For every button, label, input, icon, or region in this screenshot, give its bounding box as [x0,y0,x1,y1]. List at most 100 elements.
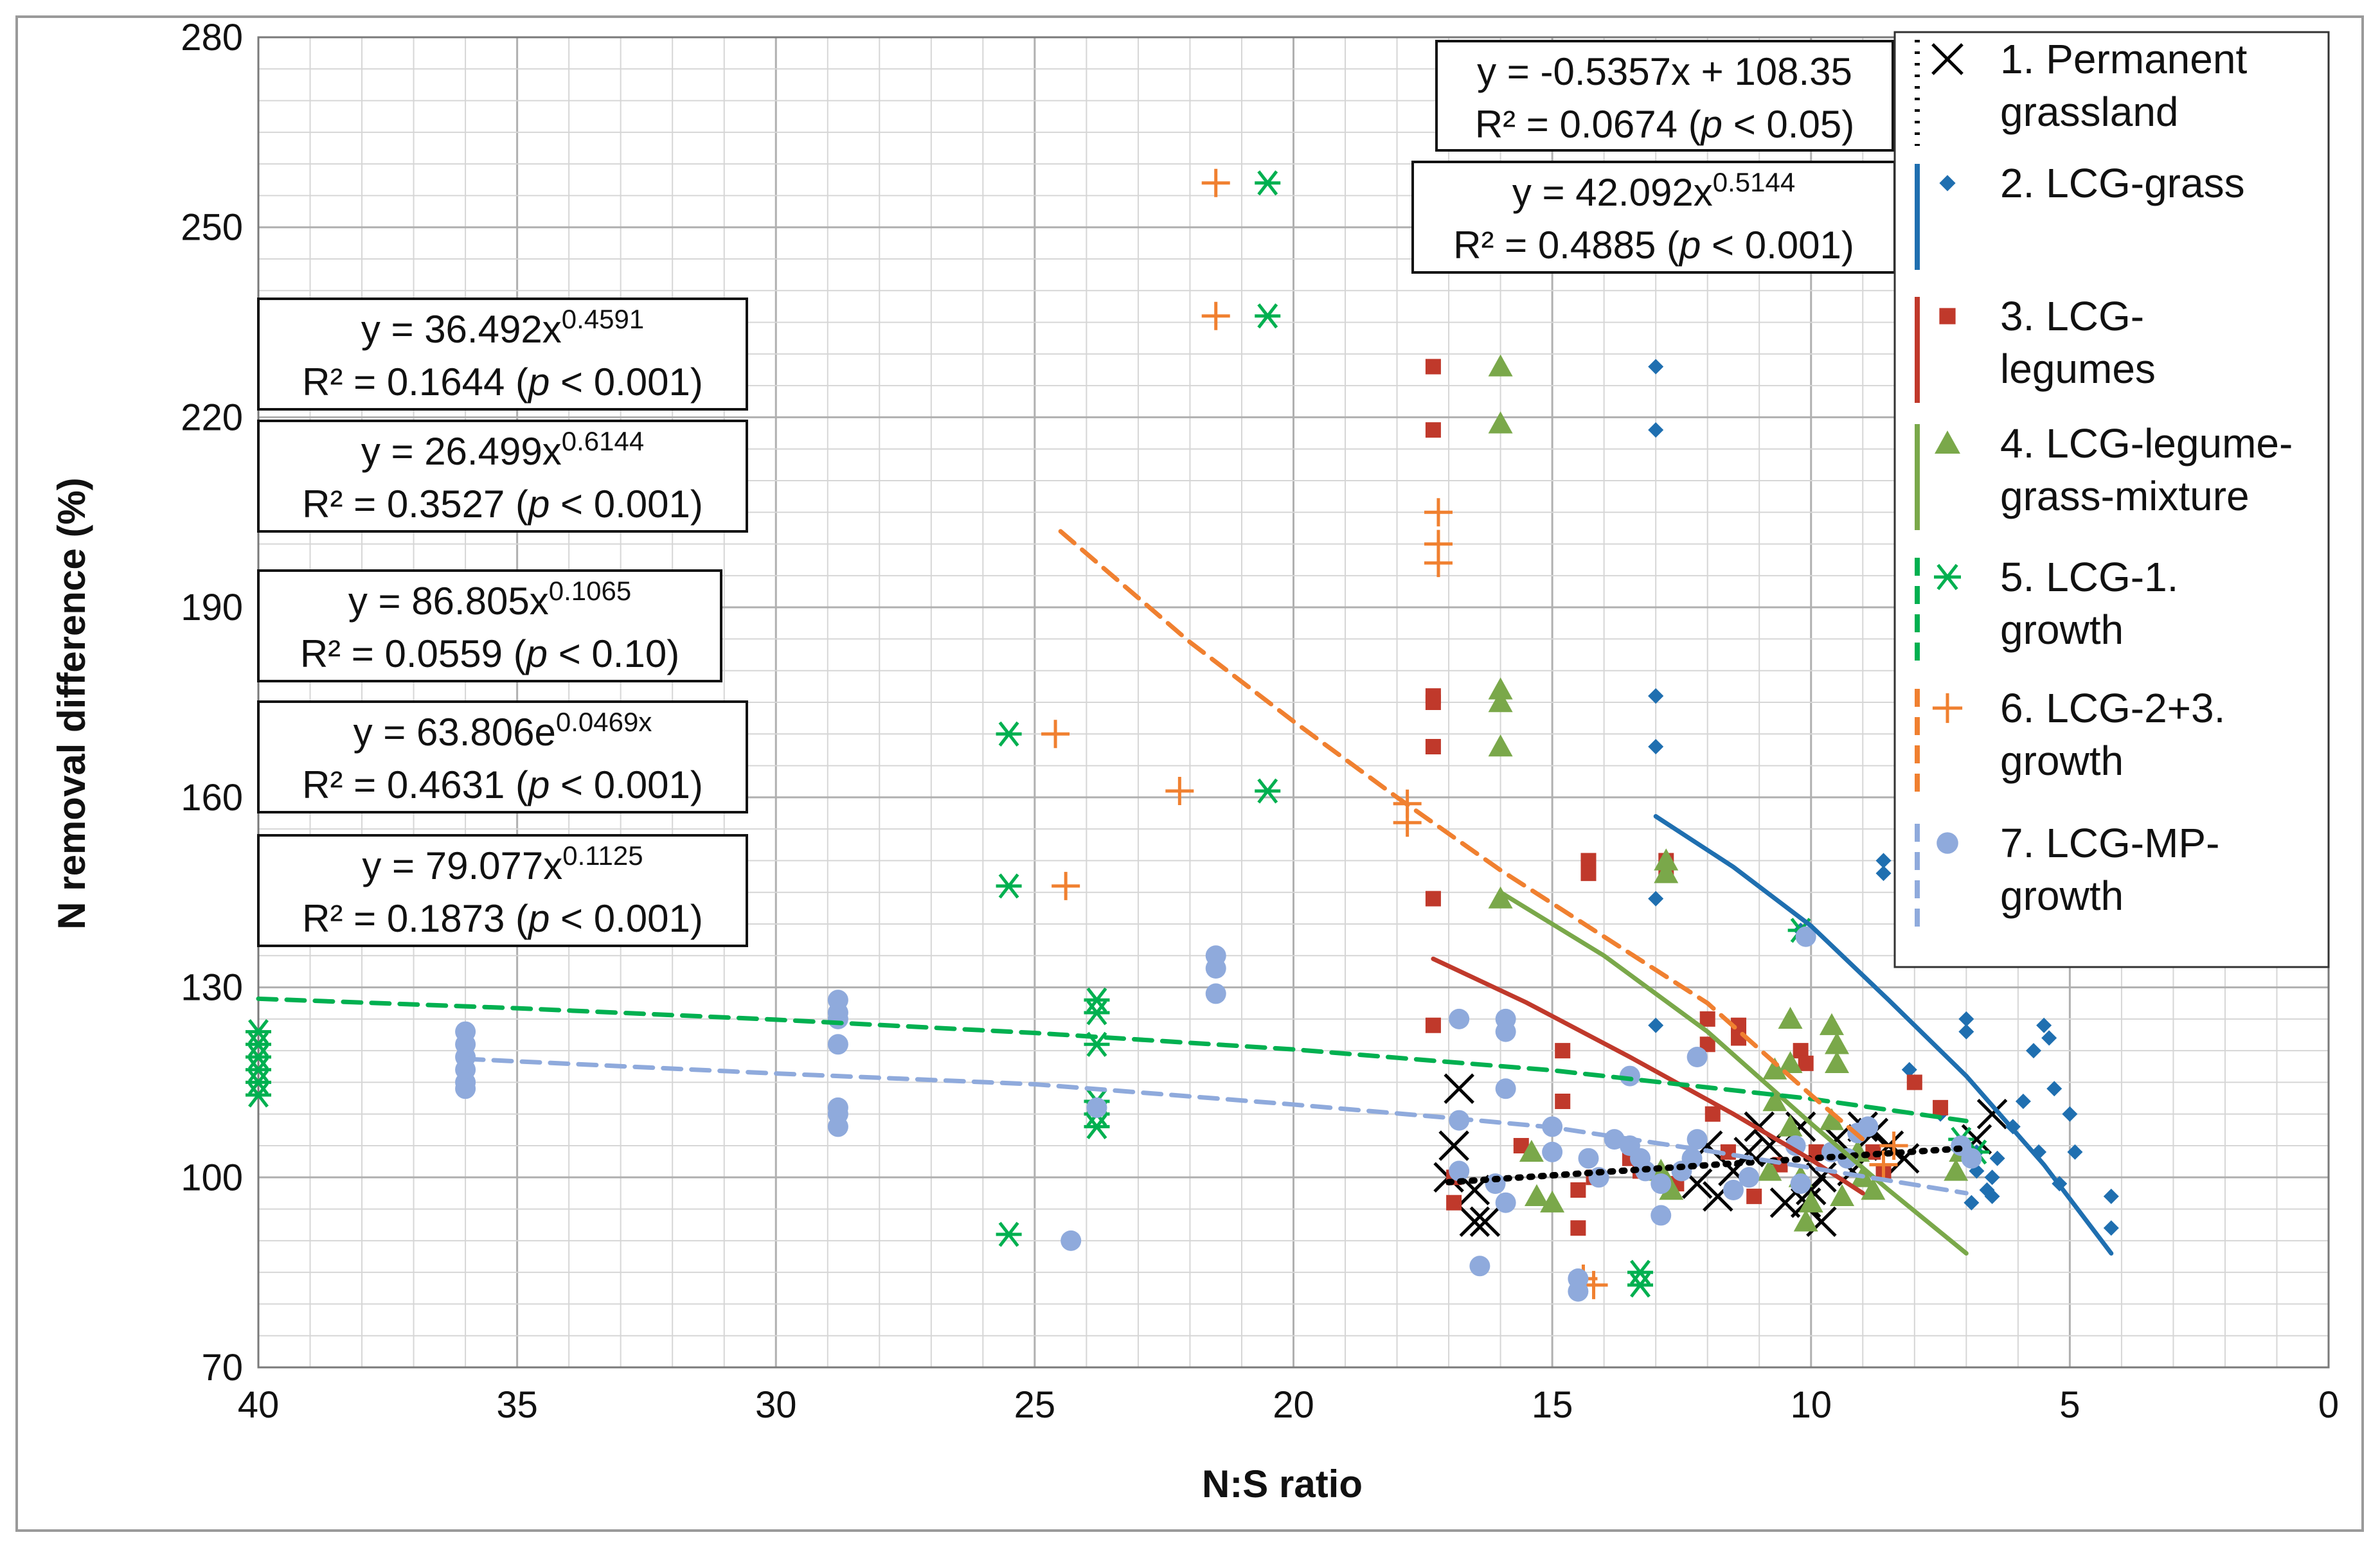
legend-label: 2. LCG-grass [2000,160,2245,206]
data-point [1739,1167,1760,1188]
data-point [1778,1114,1803,1137]
data-point [2026,1043,2042,1059]
data-point [1425,359,1441,375]
legend-marker [1935,431,1960,454]
data-point [1459,1206,1490,1238]
data-point [1488,734,1513,757]
equation-box [257,834,748,947]
x-tick-label: 35 [496,1384,538,1426]
legend: 1. Permanent grassland 2. LCG-grass 3. LCG-… [1893,31,2330,968]
legend-item-s7: 7. LCG-MP-growth [1915,820,2219,930]
data-point [1762,1089,1787,1112]
trendline-s5 [256,996,1969,1124]
data-point [1084,1000,1110,1026]
data-point [1469,1206,1501,1238]
data-point [1555,1094,1571,1109]
data-point [1627,1259,1654,1285]
data-point [1790,1173,1811,1195]
equation-line2: R² = 0.4631 (p < 0.001) [302,763,703,806]
y-axis-title: N removal difference (%) [50,477,93,930]
data-point [1570,1220,1586,1236]
legend-marker [1931,43,1964,75]
series-s3 [1425,359,1949,1236]
data-point [1425,739,1441,754]
data-point [1757,1159,1782,1181]
data-point [1393,808,1422,837]
data-point [1961,1148,1982,1169]
equation-line1: y = 63.806e0.0469x [353,707,652,754]
data-point [1648,688,1664,704]
data-point [1201,168,1230,197]
trendline-s1 [1445,1144,1970,1186]
x-tick-label: 10 [1790,1384,1832,1426]
data-point [246,1057,271,1083]
data-point [1424,498,1453,527]
data-point [1568,1268,1589,1289]
data-point [2103,1188,2119,1204]
data-point [1648,891,1664,907]
trendline-s7 [463,1056,1969,1196]
data-point [1619,1065,1640,1087]
legend-label: 6. LCG-2+3. [2000,685,2225,731]
y-tick-label: 190 [181,587,243,628]
axes: 40 35 30 25 20 15 10 5 0 70 100 130 160 190 220 250 280 [181,17,2339,1426]
equation-line1: y = 26.499x0.6144 [361,426,644,473]
data-point [246,1069,271,1095]
data-point [1495,1192,1516,1213]
data-point [1651,1173,1672,1195]
data-point [2062,1106,2078,1122]
data-point [1444,1073,1474,1105]
equation-boxes: y = -0.5357x + 108.35 R² = 0.0674 (p < 0.… [257,40,1896,947]
data-point [1425,891,1441,907]
data-point [1825,1032,1850,1054]
data-point [827,1116,848,1137]
data-point [1060,1230,1082,1251]
legend-label: growth [2000,607,2124,653]
legend-label: grassland [2000,89,2179,135]
data-point [1570,1182,1586,1198]
data-point [1979,1182,1995,1198]
equation-box [257,298,748,411]
data-point [1901,1062,1917,1078]
data-point [1469,1256,1490,1277]
data-point [1819,1108,1844,1130]
legend-label: 4. LCG-legume- [2000,420,2293,466]
y-tick-label: 70 [201,1347,243,1389]
y-tick-label: 220 [181,396,243,438]
data-point [246,1031,271,1057]
equation-eq6: y = 63.806e0.0469x R² = 0.4631 (p < 0.001… [257,700,748,813]
data-point [2103,1220,2119,1236]
legend-item-s4: 4. LCG-legume-grass-mixture [1915,420,2293,530]
legend-item-s2: 2. LCG-grass [1915,160,2245,270]
equation-line2: R² = 0.1644 (p < 0.001) [302,360,703,404]
legend-item-s1: 1. Permanent grassland [1915,36,2247,146]
data-point [1875,853,1892,869]
data-point [1488,886,1513,909]
data-point [1519,1139,1544,1162]
legend-label: grass-mixture [2000,473,2250,519]
data-point [1654,848,1679,871]
x-tick-label: 20 [1273,1384,1314,1426]
data-point [1785,1135,1806,1156]
data-point [1699,1011,1715,1027]
legend-marker [1934,564,1961,591]
equation-line2: R² = 0.0559 (p < 0.10) [300,632,679,675]
data-point [1778,1006,1803,1029]
data-point [1051,871,1080,900]
equation-line2: R² = 0.1873 (p < 0.001) [302,897,703,940]
data-point [1875,866,1892,882]
legend-item-s3: 3. LCG-legumes [1915,293,2156,403]
data-point [1555,1043,1571,1059]
legend-item-s6: 6. LCG-2+3. growth [1915,685,2225,795]
x-axis-title: N:S ratio [1202,1462,1363,1506]
data-point [1542,1141,1563,1162]
data-point [1746,1188,1762,1204]
data-point [246,1044,271,1070]
data-point [455,1078,476,1099]
data-point [1255,303,1281,329]
equation-eq5: y = 86.805x0.1065 R² = 0.0559 (p < 0.10) [257,569,722,682]
equation-eq3: y = 36.492x0.4591 R² = 0.1644 (p < 0.001) [257,298,748,411]
equation-box [257,700,748,813]
y-tick-label: 100 [181,1157,243,1198]
